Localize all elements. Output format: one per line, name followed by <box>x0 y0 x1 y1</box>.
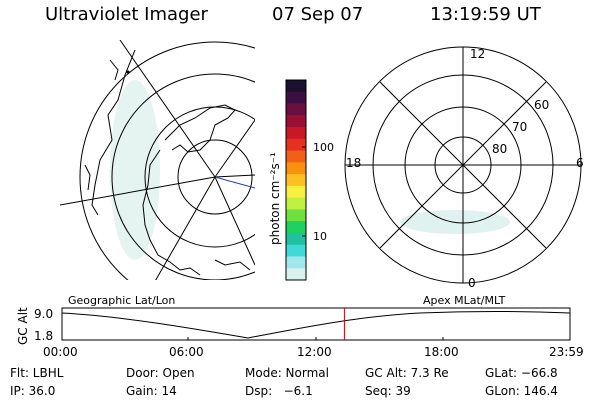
colorbar-tick-label: 100 <box>313 141 334 154</box>
aurora-glow-left <box>110 80 160 260</box>
time-label: 13:19:59 UT <box>430 4 541 25</box>
colorbar-segment <box>286 91 306 105</box>
colorbar-segment <box>286 209 306 222</box>
mlat-label-70: 70 <box>512 120 528 134</box>
coastline <box>142 149 201 276</box>
colorbar-segment <box>286 232 306 246</box>
timeline-frame <box>61 307 571 341</box>
timeline-y-title: GC Alt <box>16 307 30 345</box>
mlt-line <box>379 81 547 249</box>
lon-line <box>214 119 255 178</box>
colorbar-segment <box>286 185 306 199</box>
colorbar-tick-label: 10 <box>313 230 327 243</box>
map-point <box>126 70 130 74</box>
mlt-label-18: 18 <box>346 156 362 170</box>
lat-circle <box>177 139 253 215</box>
coastline <box>164 104 236 153</box>
mlt-label-12: 12 <box>470 47 486 61</box>
colorbar-segment <box>286 127 306 140</box>
info-seq: Seq: 39 <box>365 384 411 398</box>
info-filter: Flt: LBHL <box>10 366 64 380</box>
colorbar-segment <box>286 268 306 281</box>
timeline-x-tick: 18:00 <box>424 345 459 359</box>
coastline <box>109 59 119 81</box>
timeline-x-tick: 12:00 <box>297 345 332 359</box>
lon-line <box>155 176 216 280</box>
colorbar-segment <box>286 103 306 116</box>
colorbar-gradient <box>286 80 306 281</box>
colorbar-segment <box>286 115 306 128</box>
timeline-x-tick: 06:00 <box>169 345 204 359</box>
info-ip: IP: 36.0 <box>10 384 56 398</box>
aurora-glow-right <box>400 210 510 234</box>
lon-line <box>60 176 216 206</box>
date-label: 07 Sep 07 <box>272 4 364 25</box>
lat-circle <box>79 41 255 280</box>
mlat-label-60: 60 <box>534 98 550 112</box>
colorbar-segment <box>286 197 306 210</box>
colorbar-segment <box>286 150 306 163</box>
lon-line <box>214 176 255 266</box>
info-door: Door: Open <box>126 366 195 380</box>
info-gain: Gain: 14 <box>126 384 177 398</box>
colorbar-segment <box>286 244 306 257</box>
timeline-y-tick: 1.8 <box>34 329 54 343</box>
coastline <box>84 164 91 191</box>
info-glat: GLat: −66.8 <box>485 366 558 380</box>
info-gc-alt: GC Alt: 7.3 Re <box>365 366 449 380</box>
sun-direction-line <box>214 176 255 189</box>
timeline-y-tick: 9.0 <box>34 307 54 321</box>
timeline-x-tick: 23:59 <box>549 345 584 359</box>
lon-line <box>214 174 255 178</box>
colorbar-segment <box>286 256 306 269</box>
info-dsp: Dsp: −6.1 <box>245 384 313 398</box>
left-panel-label: Geographic Lat/Lon <box>68 294 176 307</box>
colorbar-segment <box>286 138 306 152</box>
mlt-label-6: 6 <box>576 156 584 170</box>
mlat-label-80: 80 <box>492 142 508 156</box>
instrument-title: Ultraviolet Imager <box>45 4 208 25</box>
colorbar-segment <box>286 174 306 187</box>
colorbar-segment <box>286 221 306 234</box>
colorbar-segment <box>286 80 306 93</box>
coastline <box>214 259 251 271</box>
coastline <box>91 49 136 216</box>
timeline-x-tick: 00:00 <box>43 345 78 359</box>
mlt-label-0: 0 <box>468 276 476 290</box>
altitude-curve <box>61 311 571 339</box>
info-glon: GLon: 146.4 <box>485 384 558 398</box>
colorbar-segment <box>286 162 306 175</box>
lat-circle <box>111 73 255 280</box>
lon-line <box>119 40 216 178</box>
info-mode: Mode: Normal <box>245 366 329 380</box>
right-panel-label: Apex MLat/MLT <box>423 294 506 307</box>
